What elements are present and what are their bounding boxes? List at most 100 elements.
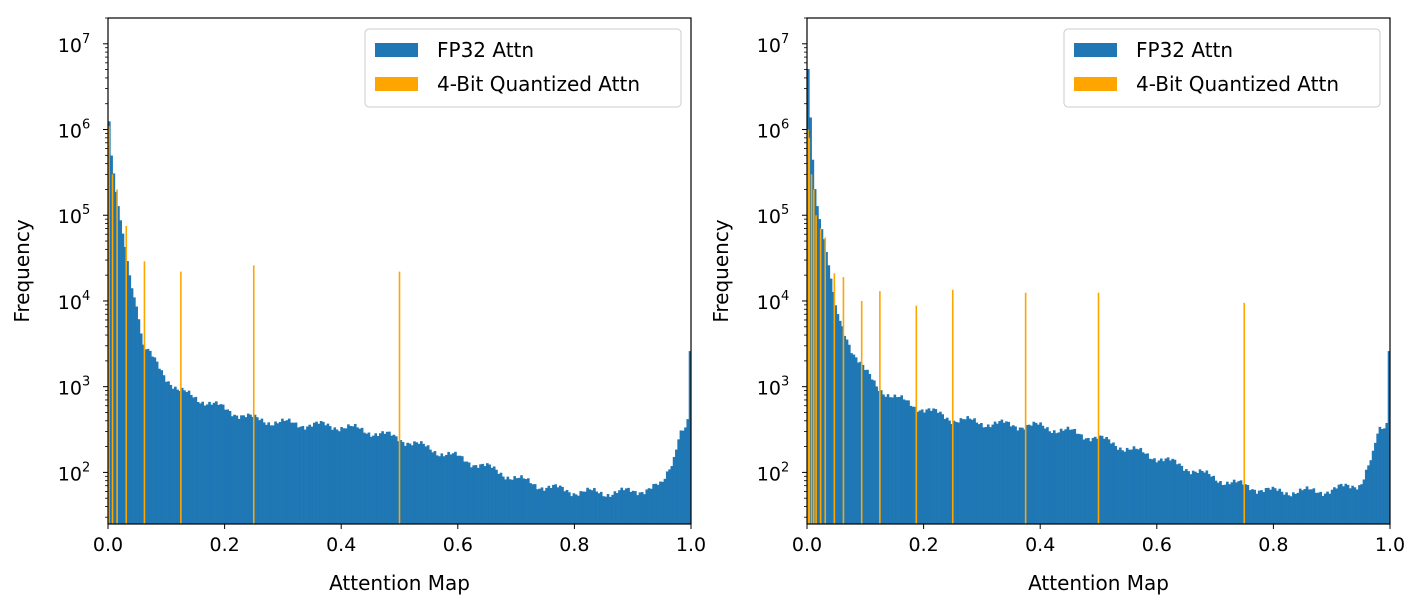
fp32-histogram-bar [1180,465,1184,524]
fp32-histogram-bar [832,291,835,524]
fp32-histogram-bar [160,370,164,524]
fp32-histogram-bar [492,466,496,524]
fp32-histogram-bar [1159,458,1163,524]
fp32-histogram-bar [572,493,576,524]
fp32-histogram-bar [1182,470,1186,524]
quantized-spike-bar [1243,302,1246,524]
fp32-histogram-bar [497,473,501,524]
fp32-histogram-bar [1308,489,1311,524]
fp32-histogram-bar [322,421,325,524]
fp32-histogram-bar [301,425,305,524]
quantized-spike-bar [879,291,881,524]
fp32-histogram-bar [292,422,296,524]
fp32-histogram-bar [495,469,498,524]
fp32-histogram-bar [135,306,138,524]
fp32-histogram-bar [1364,469,1368,524]
fp32-histogram-bar [1059,428,1063,524]
fp32-histogram-bar [568,492,571,524]
fp32-histogram-bar [1387,351,1390,524]
fp32-histogram-bar [1137,449,1140,524]
fp32-histogram-bar [1301,490,1304,524]
x-tick-label: 0.2 [209,534,239,556]
fp32-histogram-bar [1089,441,1093,524]
fp32-histogram-bar [545,487,548,524]
fp32-histogram-bar [843,335,847,524]
fp32-histogram-bar [536,489,539,524]
fp32-histogram-bar [369,436,373,524]
fp32-histogram-bar [875,386,878,524]
fp32-histogram-bar [1273,488,1277,524]
fp32-histogram-bar [447,451,450,524]
fp32-histogram-bar [1282,494,1286,524]
fp32-histogram-bar [228,411,232,524]
fp32-histogram-bar [342,428,346,524]
fp32-histogram-bar [474,465,478,524]
fp32-histogram-bar [1027,424,1031,524]
fp32-histogram-bar [813,189,817,524]
fp32-histogram-bar [1271,486,1275,524]
fp32-histogram-bar [968,418,972,524]
fp32-histogram-bar [643,494,646,524]
fp32-histogram-bar [841,326,844,524]
fp32-histogram-bar [381,431,384,524]
fp32-histogram-bar [155,361,159,524]
quantized-spike-bar [807,129,809,524]
quantized-spike-bar [810,174,813,524]
fp32-histogram-bar [385,431,389,524]
legend-swatch [1074,77,1117,91]
quantized-spike-bar [819,228,822,524]
fp32-histogram-bar [376,435,380,524]
fp32-histogram-bar [340,427,343,524]
x-tick-label: 0.4 [1025,534,1055,556]
fp32-histogram-bar [431,452,435,524]
quantized-spike-bar [860,300,863,524]
legend-swatch [375,43,418,57]
fp32-histogram-bar [1002,422,1006,524]
fp32-histogram-bar [1285,492,1288,524]
fp32-histogram-bar [233,414,236,524]
fp32-histogram-bar [1178,463,1181,524]
fp32-histogram-bar [629,491,633,524]
fp32-histogram-bar [895,397,899,524]
fp32-histogram-bar [574,494,578,524]
fp32-histogram-bar [1251,489,1254,524]
fp32-histogram-bar [966,416,970,524]
fp32-histogram-bar [920,409,924,524]
legend-swatch [1074,43,1117,57]
legend-label: 4-Bit Quantized Attn [1136,72,1339,96]
fp32-histogram-bar [1119,447,1122,524]
fp32-histogram-bar [1034,422,1038,524]
fp32-histogram-bar [117,206,120,524]
fp32-histogram-bar [128,275,132,524]
fp32-histogram-bar [1171,458,1175,524]
fp32-histogram-bar [169,384,173,524]
fp32-histogram-bar [210,404,214,524]
fp32-histogram-bar [472,465,476,524]
fp32-histogram-bar [483,466,487,524]
fp32-histogram-bar [861,364,865,524]
fp32-histogram-bar [1326,491,1329,524]
fp32-histogram-bar [1005,421,1008,524]
quantized-spike-bar [815,215,817,524]
fp32-histogram-bar [306,426,309,524]
fp32-histogram-bar [1376,433,1379,524]
fp32-histogram-bar [998,421,1001,524]
fp32-histogram-bar [1210,476,1213,524]
fp32-histogram-bar [1360,484,1364,524]
fp32-histogram-bar [1230,482,1234,524]
legend-box [364,28,682,108]
fp32-histogram-bar [1123,451,1127,524]
fp32-histogram-bar [240,415,243,524]
fp32-histogram-bar [854,357,858,524]
fp32-histogram-bar [859,361,863,524]
fp32-histogram-bar [1116,449,1120,524]
fp32-histogram-bar [964,419,967,524]
fp32-histogram-bar [684,427,687,524]
fp32-histogram-bar [1011,425,1015,524]
fp32-histogram-bar [1228,484,1231,524]
fp32-histogram-bar [647,488,651,524]
fp32-histogram-bar [1310,489,1313,524]
fp32-histogram-bar [884,396,888,524]
fp32-histogram-bar [183,390,186,524]
fp32-histogram-bar [1057,432,1061,524]
